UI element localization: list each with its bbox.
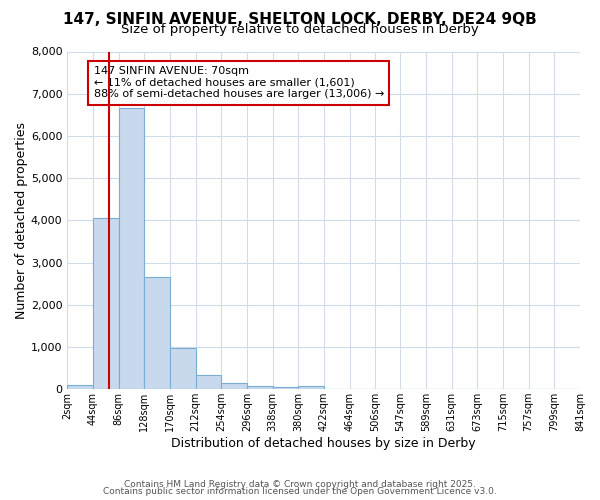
Bar (170, 348, 196, 389)
Bar (67, 385, 93, 389)
Text: Contains HM Land Registry data © Crown copyright and database right 2025.: Contains HM Land Registry data © Crown c… (124, 480, 476, 489)
Text: 147 SINFIN AVENUE: 70sqm
← 11% of detached houses are smaller (1,601)
88% of sem: 147 SINFIN AVENUE: 70sqm ← 11% of detach… (94, 66, 384, 100)
X-axis label: Distribution of detached houses by size in Derby: Distribution of detached houses by size … (172, 437, 476, 450)
Text: Size of property relative to detached houses in Derby: Size of property relative to detached ho… (121, 22, 479, 36)
Text: Contains public sector information licensed under the Open Government Licence v3: Contains public sector information licen… (103, 487, 497, 496)
Bar (221, 384, 247, 389)
Bar (144, 278, 170, 389)
Bar (247, 386, 272, 389)
Bar (93, 218, 119, 389)
Y-axis label: Number of detached properties: Number of detached properties (15, 122, 28, 319)
Bar (196, 375, 221, 389)
Bar (298, 386, 324, 389)
Bar (119, 108, 144, 389)
Bar (272, 387, 298, 389)
Text: 147, SINFIN AVENUE, SHELTON LOCK, DERBY, DE24 9QB: 147, SINFIN AVENUE, SHELTON LOCK, DERBY,… (63, 12, 537, 28)
